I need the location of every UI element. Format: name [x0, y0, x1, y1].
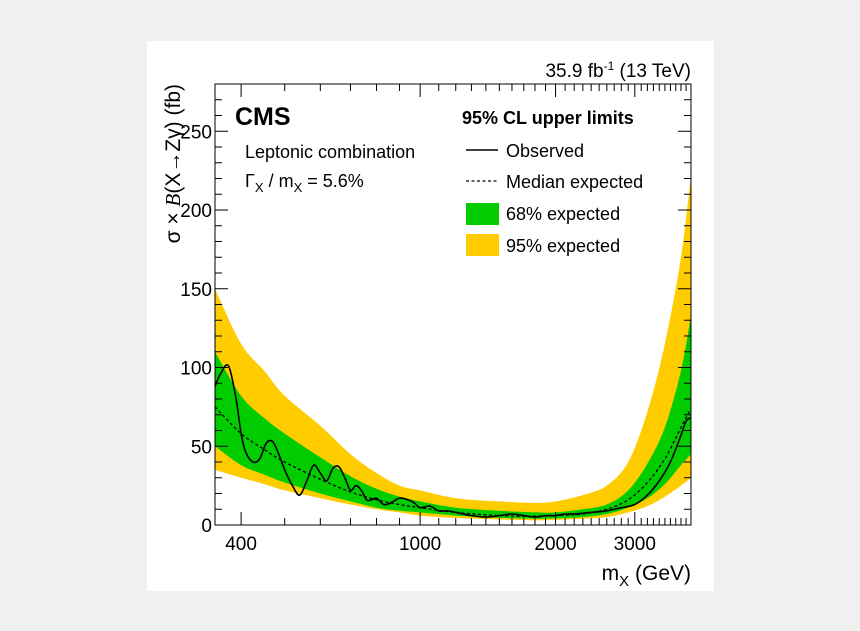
y-tick-label: 150 [180, 280, 212, 301]
lumi-label: 35.9 fb-1 (13 TeV) [545, 59, 691, 82]
x-tick-label: 1000 [399, 534, 441, 555]
x-tick-label: 400 [225, 534, 257, 555]
legend-expected-label: Median expected [506, 172, 643, 192]
x-tick-label: 3000 [614, 534, 656, 555]
limit-plot: 400 1000 2000 3000 0 50 100 150 200 250 35.9 fb-1… [161, 59, 692, 590]
legend: 95% CL upper limits Observed Median expe… [462, 108, 643, 256]
x-axis-title: mX (GeV) [602, 562, 691, 590]
legend-95-swatch [466, 234, 499, 256]
observed-line [214, 364, 692, 518]
y-tick-label: 250 [180, 122, 212, 143]
legend-observed-label: Observed [506, 141, 584, 161]
legend-95-label: 95% expected [506, 236, 620, 256]
legend-68-swatch [466, 203, 499, 225]
x-tick-label: 2000 [534, 534, 576, 555]
axis-tick-labels: 400 1000 2000 3000 0 50 100 150 200 250 [180, 122, 656, 555]
legend-title: 95% CL upper limits [462, 108, 634, 128]
y-tick-label: 0 [201, 516, 212, 537]
median-expected-line [214, 406, 692, 517]
axis-ticks [215, 83, 691, 526]
width-label: ΓX / mX = 5.6% [245, 171, 364, 195]
y-tick-label: 100 [180, 359, 212, 380]
legend-68-label: 68% expected [506, 204, 620, 224]
experiment-label: CMS [235, 103, 291, 131]
y-axis-title: σ × B(X→Zγ) (fb) [161, 84, 185, 243]
analysis-label: Leptonic combination [245, 142, 415, 162]
y-tick-label: 200 [180, 201, 212, 222]
y-tick-label: 50 [191, 437, 212, 458]
chart-panel: 400 1000 2000 3000 0 50 100 150 200 250 35.9 fb-1… [147, 41, 714, 591]
